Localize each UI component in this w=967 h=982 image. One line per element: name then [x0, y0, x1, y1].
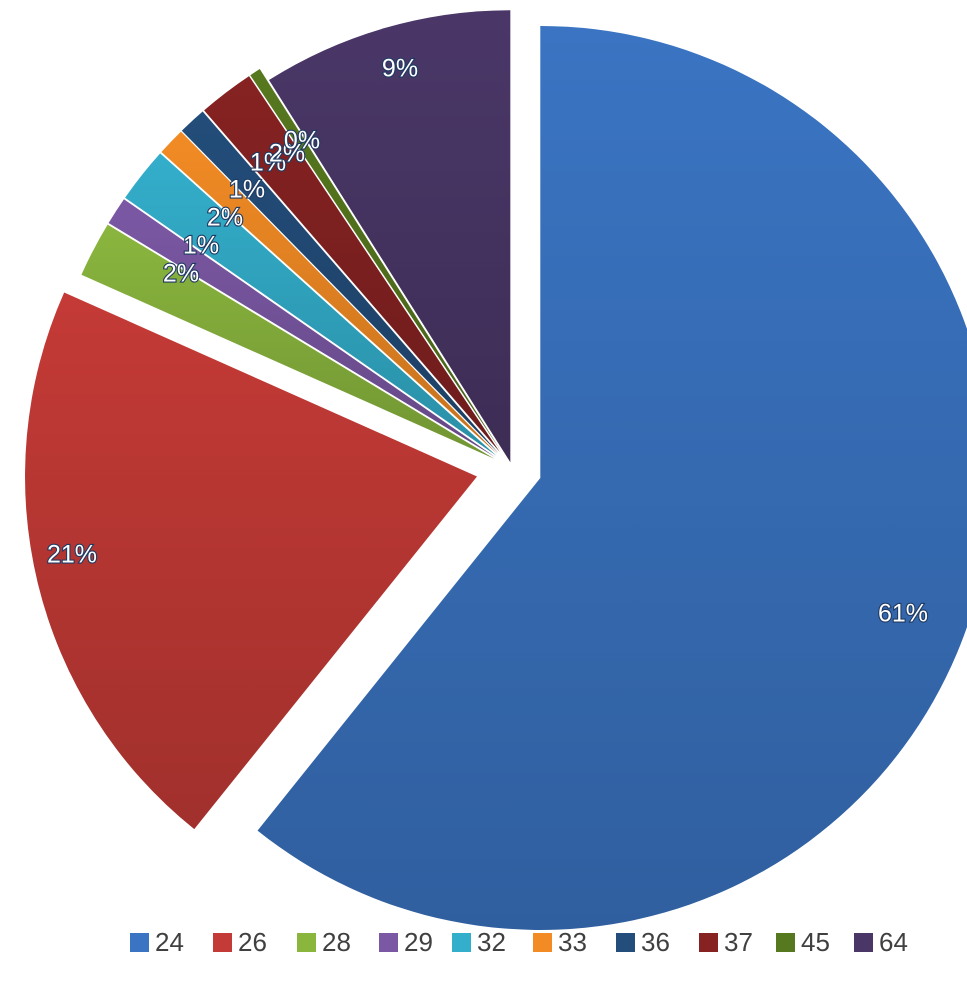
- legend-swatch-36: [616, 933, 635, 952]
- pie-slice-33: [161, 131, 498, 455]
- legend-swatch-33: [533, 933, 552, 952]
- legend-swatch-26: [213, 933, 232, 952]
- legend-item-24: 24: [130, 927, 184, 957]
- legend-item-28: 28: [297, 927, 351, 957]
- legend-label-33: 33: [558, 927, 587, 957]
- legend-label-24: 24: [155, 927, 184, 957]
- legend: 24 26 28 29 32 33 36 37 45 64: [130, 927, 908, 957]
- legend-label-64: 64: [879, 927, 908, 957]
- pie-slice-32: [125, 153, 497, 456]
- legend-item-64: 64: [854, 927, 908, 957]
- pie-slice-28: [81, 224, 495, 459]
- data-label-28: 2%: [163, 260, 199, 288]
- legend-label-28: 28: [322, 927, 351, 957]
- data-label-26: 21%: [47, 541, 97, 569]
- legend-swatch-28: [297, 933, 316, 952]
- data-label-64: 9%: [382, 55, 418, 83]
- legend-swatch-64: [854, 933, 873, 952]
- legend-item-37: 37: [699, 927, 753, 957]
- data-label-32: 2%: [207, 204, 243, 232]
- legend-swatch-29: [379, 933, 398, 952]
- legend-swatch-37: [699, 933, 718, 952]
- pie-slice-45: [250, 69, 502, 452]
- pie-slice-26: [25, 292, 478, 830]
- legend-item-33: 33: [533, 927, 587, 957]
- data-label-36: 1%: [250, 149, 286, 177]
- legend-label-26: 26: [238, 927, 267, 957]
- pie-slice-37: [204, 76, 500, 453]
- pie-slice-64: [268, 10, 511, 463]
- data-label-24: 61%: [878, 600, 928, 628]
- pie-slice-36: [181, 111, 499, 454]
- data-label-37: 2%: [269, 140, 305, 168]
- pie-slices: [25, 10, 967, 930]
- legend-label-32: 32: [477, 927, 506, 957]
- legend-item-32: 32: [452, 927, 506, 957]
- data-labels: 61%21%2%1%2%1%1%2%0%9%: [46, 54, 929, 629]
- data-label-45: 0%: [284, 127, 320, 155]
- legend-label-36: 36: [641, 927, 670, 957]
- legend-item-29: 29: [379, 927, 433, 957]
- legend-item-36: 36: [616, 927, 670, 957]
- pie-slice-24: [257, 25, 967, 930]
- legend-label-29: 29: [404, 927, 433, 957]
- legend-swatch-45: [776, 933, 795, 952]
- legend-label-37: 37: [724, 927, 753, 957]
- data-label-29: 1%: [183, 232, 219, 260]
- legend-label-45: 45: [801, 927, 830, 957]
- data-label-33: 1%: [229, 176, 265, 204]
- pie-slice-29: [108, 199, 496, 458]
- legend-item-45: 45: [776, 927, 830, 957]
- legend-swatch-32: [452, 933, 471, 952]
- legend-item-26: 26: [213, 927, 267, 957]
- legend-swatch-24: [130, 933, 149, 952]
